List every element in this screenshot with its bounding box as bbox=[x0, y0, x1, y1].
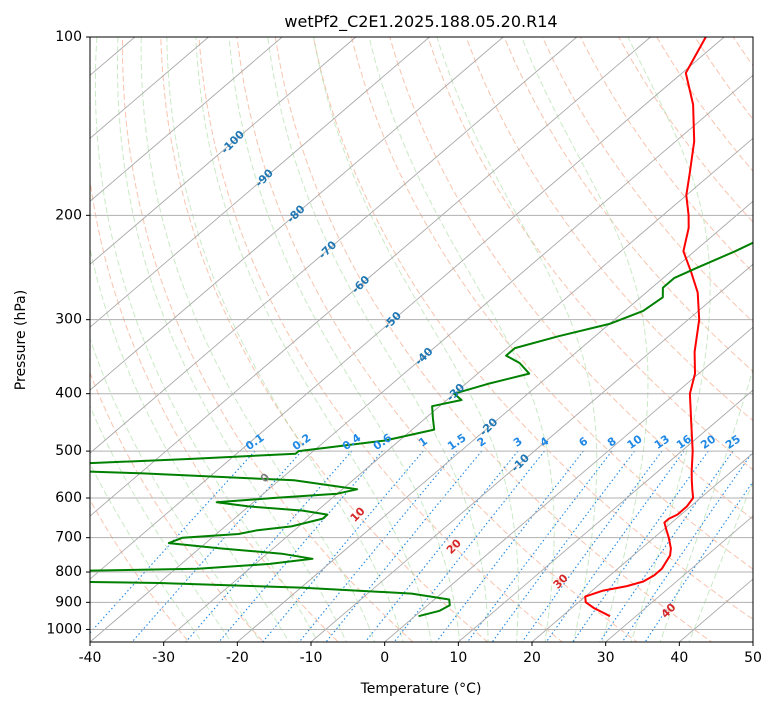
isotherm-line bbox=[458, 389, 753, 642]
isotherm-line bbox=[90, 37, 209, 139]
chart-title: wetPf2_C2E1.2025.188.05.20.R14 bbox=[284, 12, 557, 32]
x-tick-label: 30 bbox=[597, 650, 615, 666]
isotherm-line bbox=[90, 37, 430, 328]
y-axis: 100 200 300 400 500 600 700 800 900 1000 bbox=[46, 29, 90, 637]
isotherm-line bbox=[90, 37, 725, 580]
dry-adiabat-line bbox=[465, 37, 753, 422]
dry-adiabat-line bbox=[90, 176, 339, 642]
x-tick-label: -30 bbox=[152, 650, 175, 666]
isotherm-line bbox=[531, 452, 753, 642]
isotherm-line bbox=[90, 37, 283, 202]
y-tick-label: 400 bbox=[55, 386, 82, 402]
x-tick-label: -10 bbox=[300, 650, 323, 666]
moist-adiabat-line bbox=[90, 337, 261, 642]
y-tick-label: 700 bbox=[55, 530, 82, 546]
x-tick-label: 20 bbox=[523, 650, 541, 666]
dry-adiabat-line bbox=[503, 37, 753, 372]
temperature-profile-line bbox=[584, 37, 707, 618]
dry-adiabat-line bbox=[541, 37, 753, 323]
moist-adiabat-line bbox=[521, 37, 649, 642]
x-tick-label: -40 bbox=[79, 650, 102, 666]
isotherm-line bbox=[310, 263, 753, 642]
grid-layer bbox=[90, 37, 753, 642]
y-tick-label: 800 bbox=[55, 564, 82, 580]
dry-adiabat-line bbox=[160, 37, 489, 642]
x-tick-label: 50 bbox=[744, 650, 762, 666]
dry-adiabat-line bbox=[274, 37, 713, 642]
x-tick-label: -20 bbox=[226, 650, 249, 666]
dry-adiabat-line bbox=[312, 37, 753, 620]
x-tick-label: 40 bbox=[670, 650, 688, 666]
dry-adiabat-line bbox=[351, 37, 753, 570]
isotherm-line bbox=[90, 74, 753, 642]
dry-adiabat-line bbox=[90, 498, 190, 642]
x-axis: -40 -30 -20 -10 0 10 20 30 40 50 bbox=[79, 642, 762, 666]
dry-adiabat-line bbox=[122, 37, 414, 642]
isotherm-line bbox=[384, 326, 753, 642]
y-tick-label: 100 bbox=[55, 29, 82, 45]
dewpoint-profile-line bbox=[90, 241, 753, 618]
series-layer bbox=[90, 37, 753, 618]
y-tick-label: 200 bbox=[55, 207, 82, 223]
isotherm-line bbox=[90, 37, 357, 265]
x-tick-label: 0 bbox=[380, 650, 389, 666]
isotherm-line bbox=[90, 37, 651, 517]
y-tick-label: 1000 bbox=[46, 621, 82, 637]
isotherm-line bbox=[90, 37, 578, 454]
x-axis-label: Temperature (°C) bbox=[360, 681, 482, 697]
y-tick-label: 500 bbox=[55, 443, 82, 459]
y-tick-label: 300 bbox=[55, 312, 82, 328]
plot-frame bbox=[89, 36, 754, 643]
isotherm-line bbox=[605, 515, 753, 642]
y-tick-label: 600 bbox=[55, 490, 82, 506]
isotherm-line bbox=[90, 37, 504, 391]
isotherm-line bbox=[163, 137, 753, 642]
y-tick-label: 900 bbox=[55, 594, 82, 610]
isotherm-line bbox=[237, 200, 753, 642]
dry-adiabat-line bbox=[198, 37, 564, 642]
x-tick-label: 10 bbox=[449, 650, 467, 666]
y-axis-label: Pressure (hPa) bbox=[13, 290, 29, 390]
